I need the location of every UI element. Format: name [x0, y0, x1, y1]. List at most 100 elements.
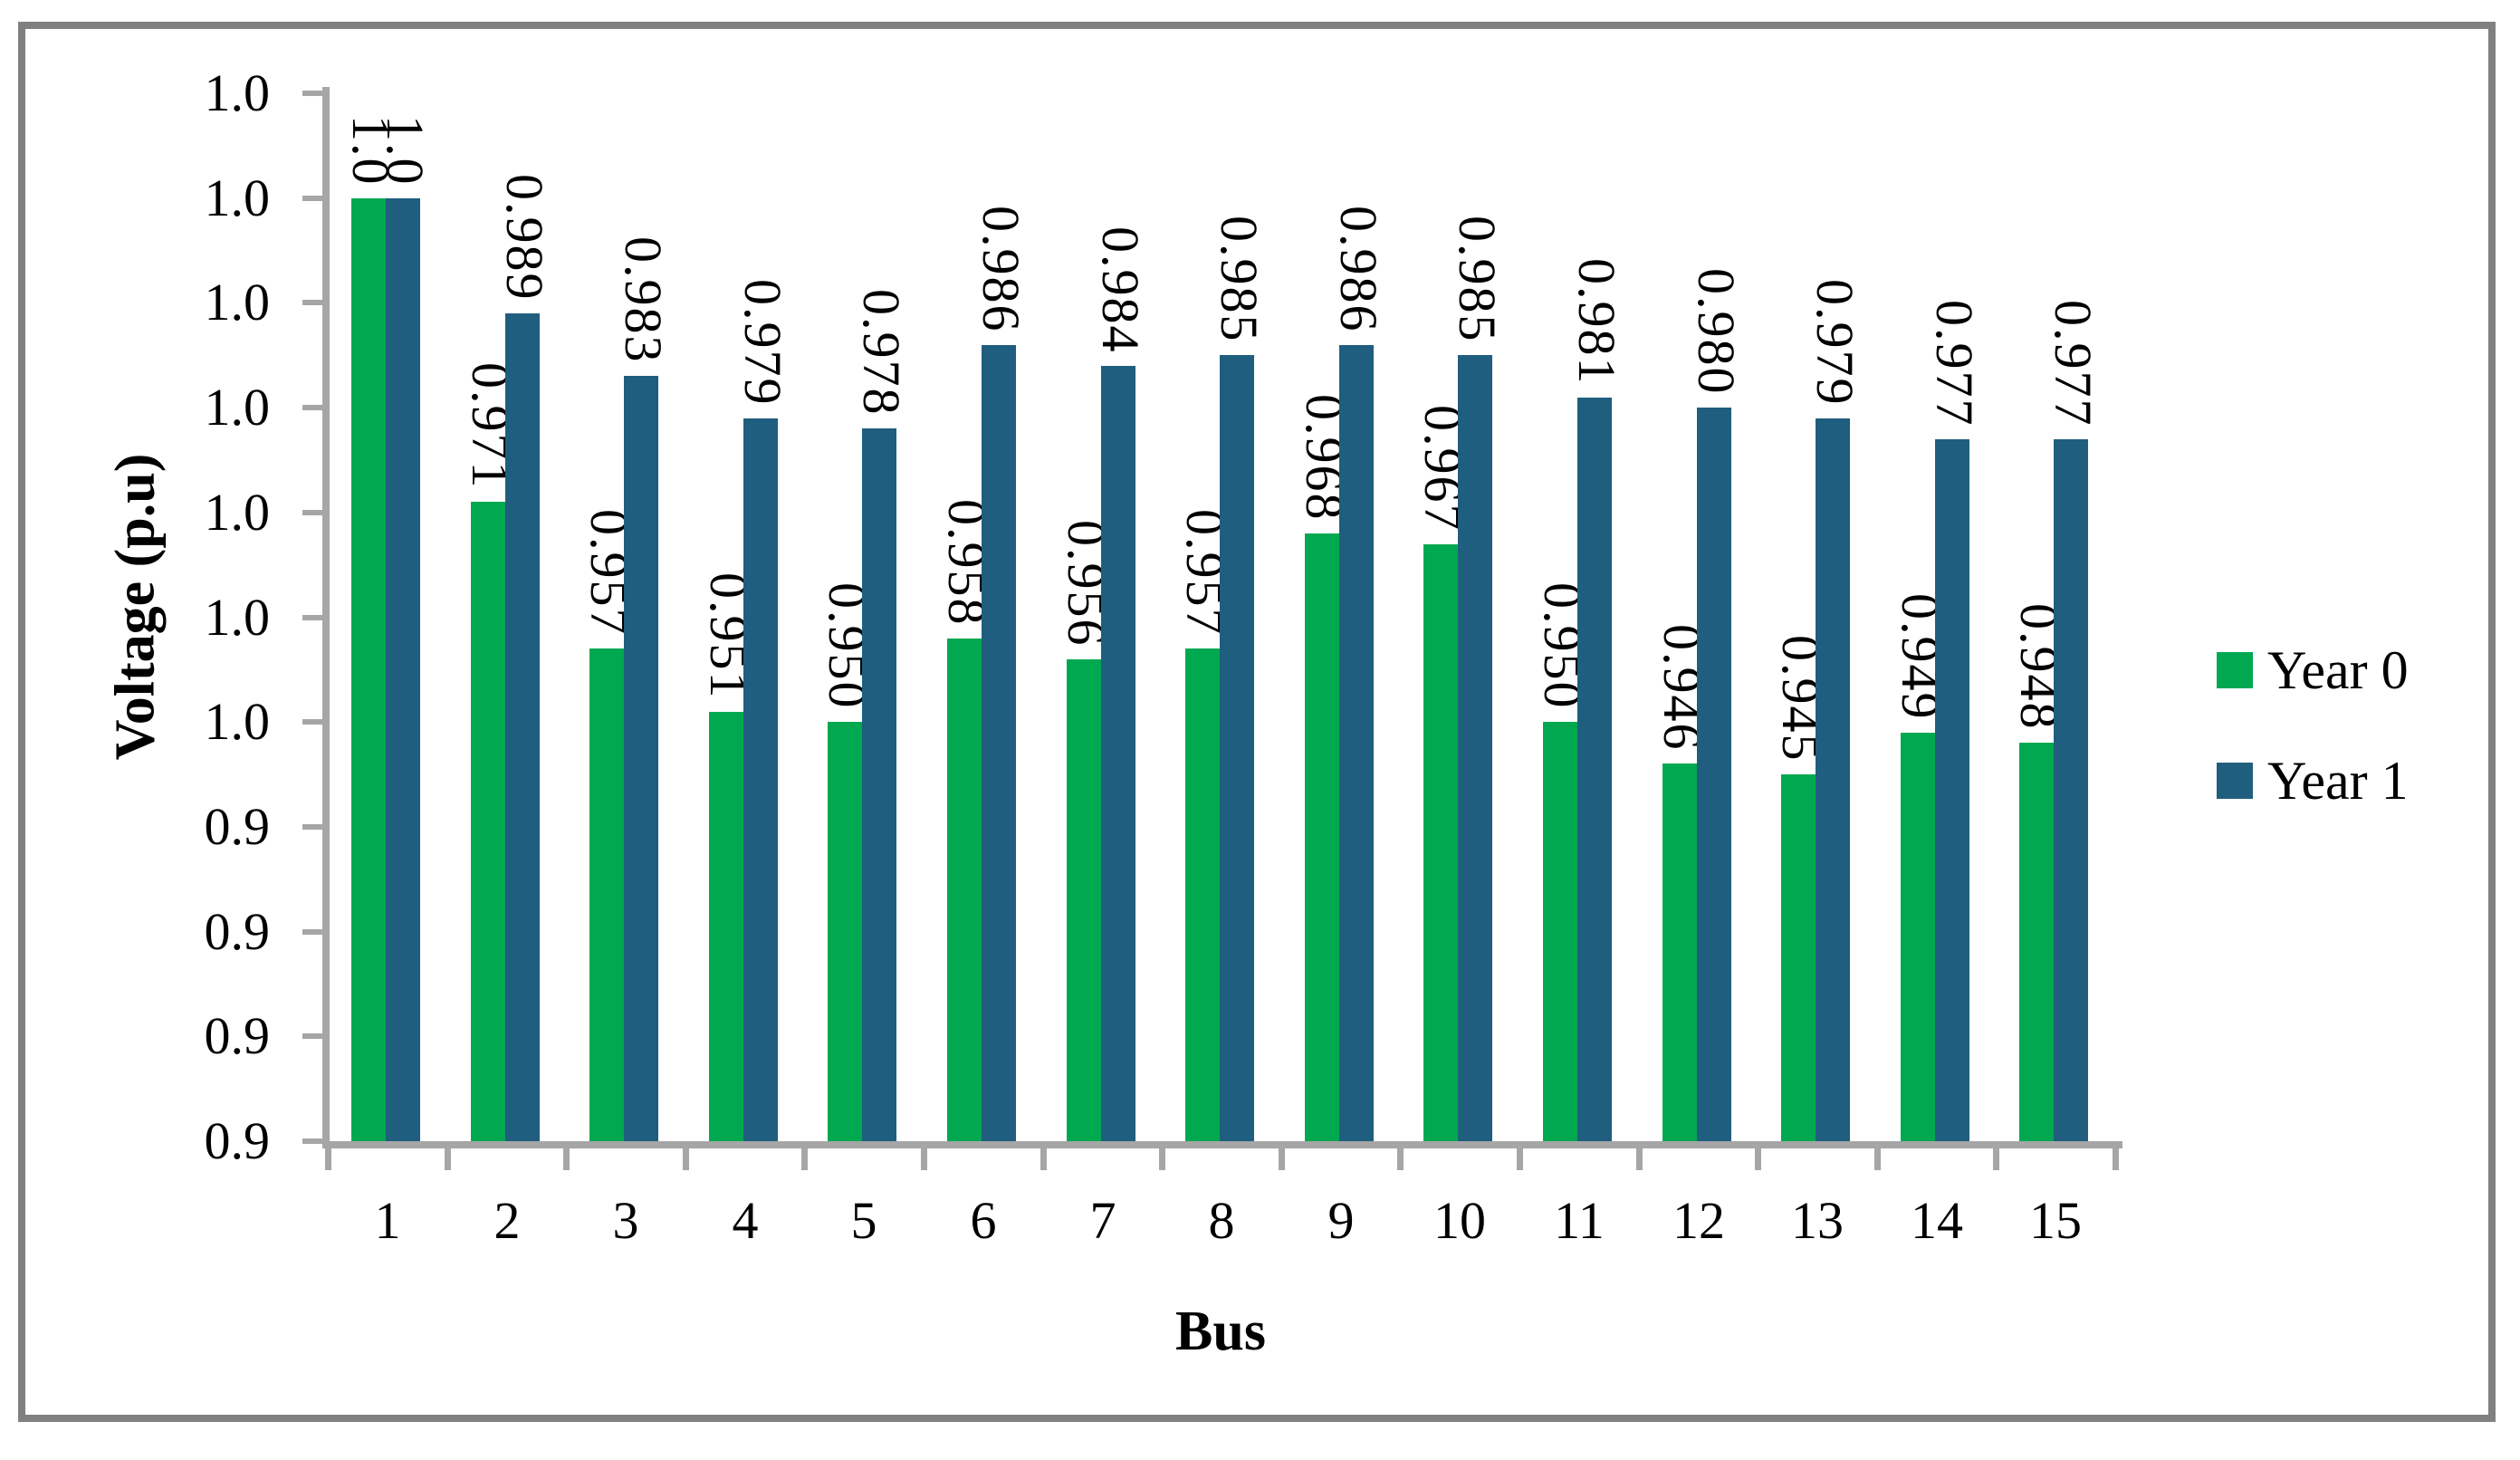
x-category-label-3: 3	[612, 1191, 639, 1250]
y-tick-6	[302, 510, 322, 515]
legend: Year 0 Year 1	[2217, 643, 2409, 871]
x-tick-11	[1636, 1148, 1643, 1170]
bar-year0-bus-10	[1423, 544, 1458, 1141]
bar-label-year1-bus-8: 0.985	[1210, 215, 1269, 343]
x-tick-2	[563, 1148, 570, 1170]
bar-label-year1-bus-14: 0.977	[1925, 299, 1984, 427]
legend-swatch-year1-icon	[2217, 763, 2253, 799]
y-tick-label-7: 1.0	[204, 378, 271, 437]
x-tick-6	[1040, 1148, 1047, 1170]
x-category-label-13: 13	[1791, 1191, 1844, 1250]
bar-year1-bus-7	[1101, 366, 1135, 1141]
bar-label-year1-bus-15: 0.977	[2044, 299, 2103, 427]
bar-year1-bus-6	[982, 345, 1016, 1141]
x-tick-3	[683, 1148, 689, 1170]
y-tick-label-2: 0.9	[204, 902, 271, 961]
x-tick-12	[1755, 1148, 1761, 1170]
x-tick-4	[801, 1148, 808, 1170]
bar-year0-bus-9	[1305, 533, 1339, 1141]
x-tick-15	[2113, 1148, 2119, 1170]
x-category-label-14: 14	[1911, 1191, 1963, 1250]
y-axis-line	[322, 87, 330, 1148]
y-tick-1	[302, 1033, 322, 1039]
bar-year0-bus-15	[2019, 743, 2054, 1141]
legend-label-year0: Year 0	[2267, 640, 2409, 700]
bar-year1-bus-4	[743, 418, 778, 1141]
y-tick-2	[302, 929, 322, 935]
bar-label-year1-bus-6: 0.986	[972, 205, 1030, 333]
y-tick-label-8: 1.0	[204, 273, 271, 331]
x-category-label-15: 15	[2029, 1191, 2082, 1250]
x-category-label-4: 4	[732, 1191, 759, 1250]
x-category-label-6: 6	[970, 1191, 997, 1250]
x-tick-1	[445, 1148, 451, 1170]
y-tick-label-0: 0.9	[204, 1111, 271, 1170]
legend-swatch-year0-icon	[2217, 652, 2253, 688]
bar-year1-bus-15	[2054, 439, 2088, 1141]
y-tick-label-3: 0.9	[204, 797, 271, 856]
bar-label-year1-bus-1: 1.0	[376, 114, 435, 187]
bar-year1-bus-9	[1339, 345, 1374, 1141]
x-category-label-1: 1	[374, 1191, 401, 1250]
x-tick-13	[1874, 1148, 1881, 1170]
bar-year1-bus-8	[1220, 355, 1254, 1141]
y-tick-8	[302, 300, 322, 305]
x-axis-line	[322, 1141, 2122, 1148]
bar-year0-bus-12	[1662, 764, 1697, 1141]
y-tick-10	[302, 91, 322, 96]
bar-year1-bus-3	[624, 376, 658, 1141]
x-tick-10	[1517, 1148, 1523, 1170]
y-tick-7	[302, 405, 322, 410]
x-category-label-5: 5	[850, 1191, 877, 1250]
bar-year0-bus-1	[351, 198, 386, 1141]
bar-year1-bus-14	[1935, 439, 1969, 1141]
legend-item-year1: Year 1	[2217, 754, 2409, 808]
bar-year0-bus-4	[709, 712, 743, 1141]
y-tick-3	[302, 824, 322, 830]
x-tick-9	[1397, 1148, 1404, 1170]
y-tick-label-1: 0.9	[204, 1006, 271, 1065]
bar-year0-bus-5	[828, 722, 862, 1141]
bar-year0-bus-13	[1781, 774, 1816, 1141]
x-category-label-11: 11	[1554, 1191, 1605, 1250]
x-tick-14	[1993, 1148, 1999, 1170]
y-tick-0	[302, 1138, 322, 1144]
bar-year1-bus-1	[386, 198, 420, 1141]
bar-year1-bus-10	[1458, 355, 1492, 1141]
x-category-label-12: 12	[1672, 1191, 1725, 1250]
y-tick-label-6: 1.0	[204, 483, 271, 542]
x-tick-0	[325, 1148, 331, 1170]
x-tick-5	[921, 1148, 927, 1170]
x-axis-title: Bus	[1175, 1301, 1266, 1362]
bar-label-year1-bus-13: 0.979	[1806, 278, 1864, 407]
bar-label-year1-bus-2: 0.989	[495, 173, 554, 302]
bar-year0-bus-2	[471, 502, 505, 1141]
x-category-label-10: 10	[1433, 1191, 1486, 1250]
y-tick-9	[302, 196, 322, 201]
bar-year0-bus-8	[1185, 648, 1220, 1141]
bar-label-year0-bus-1: 1.0	[341, 114, 400, 187]
bar-label-year1-bus-11: 0.981	[1567, 257, 1626, 386]
y-tick-5	[302, 615, 322, 620]
bar-year1-bus-13	[1816, 418, 1850, 1141]
bar-year0-bus-3	[589, 648, 624, 1141]
x-tick-8	[1279, 1148, 1285, 1170]
x-category-label-2: 2	[493, 1191, 521, 1250]
x-tick-7	[1159, 1148, 1165, 1170]
bar-year0-bus-11	[1543, 722, 1577, 1141]
bar-year0-bus-6	[947, 639, 982, 1141]
x-category-label-8: 8	[1208, 1191, 1235, 1250]
y-tick-label-10: 1.0	[204, 63, 271, 122]
bar-year0-bus-7	[1067, 659, 1101, 1141]
legend-item-year0: Year 0	[2217, 643, 2409, 697]
bar-label-year1-bus-9: 0.986	[1329, 205, 1388, 333]
y-tick-label-4: 1.0	[204, 692, 271, 751]
bar-label-year1-bus-7: 0.984	[1091, 226, 1150, 354]
y-tick-label-9: 1.0	[204, 168, 271, 227]
bar-year1-bus-5	[862, 428, 896, 1141]
bar-label-year1-bus-10: 0.985	[1448, 215, 1507, 343]
x-category-label-9: 9	[1327, 1191, 1355, 1250]
bar-year1-bus-11	[1577, 398, 1612, 1141]
bar-label-year1-bus-5: 0.978	[852, 288, 911, 417]
x-category-label-7: 7	[1089, 1191, 1116, 1250]
